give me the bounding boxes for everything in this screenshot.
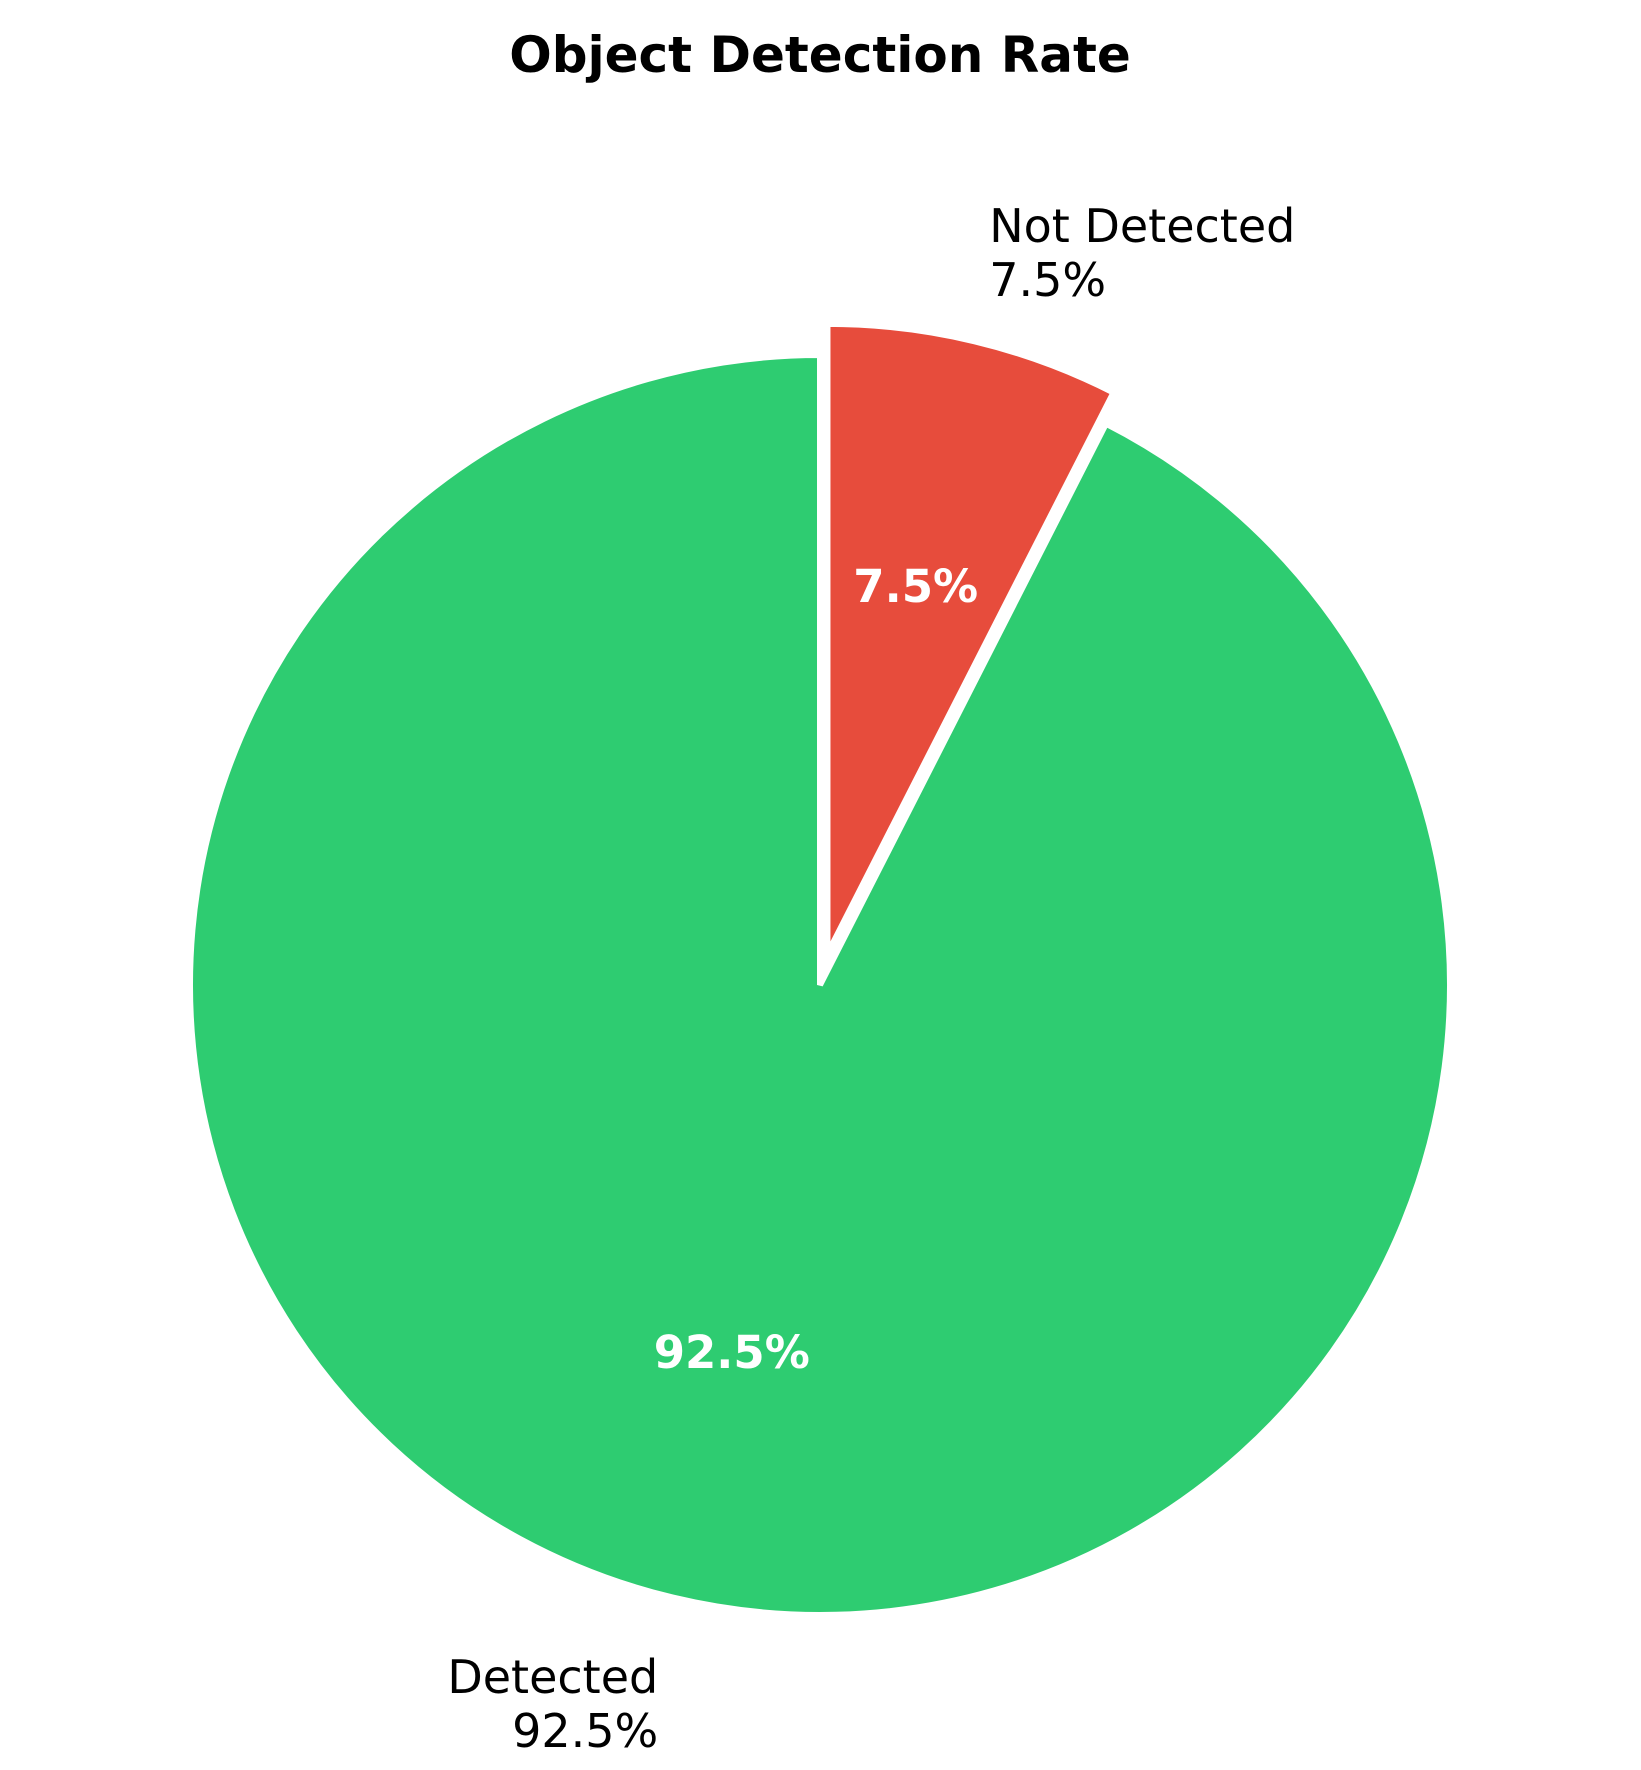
slice-outer-label: Detected 92.5% <box>447 1650 658 1758</box>
slice-name-percent: 92.5% <box>512 1704 658 1758</box>
pie-labels: 7.5%Not Detected 7.5%92.5%Detected 92.5% <box>447 199 1295 1758</box>
chart-title: Object Detection Rate <box>509 26 1131 84</box>
pie-slice-not-detected <box>824 320 1118 956</box>
slice-name: Detected <box>447 1650 658 1704</box>
slice-percent-label: 7.5% <box>853 560 978 613</box>
slice-name: Not Detected <box>989 199 1295 253</box>
slice-percent-label: 92.5% <box>654 1326 810 1379</box>
pie-slices <box>187 320 1453 1618</box>
pie-slice-detected <box>187 351 1453 1618</box>
slice-name-percent: 7.5% <box>989 253 1106 307</box>
slice-outer-label: Not Detected 7.5% <box>989 199 1295 307</box>
